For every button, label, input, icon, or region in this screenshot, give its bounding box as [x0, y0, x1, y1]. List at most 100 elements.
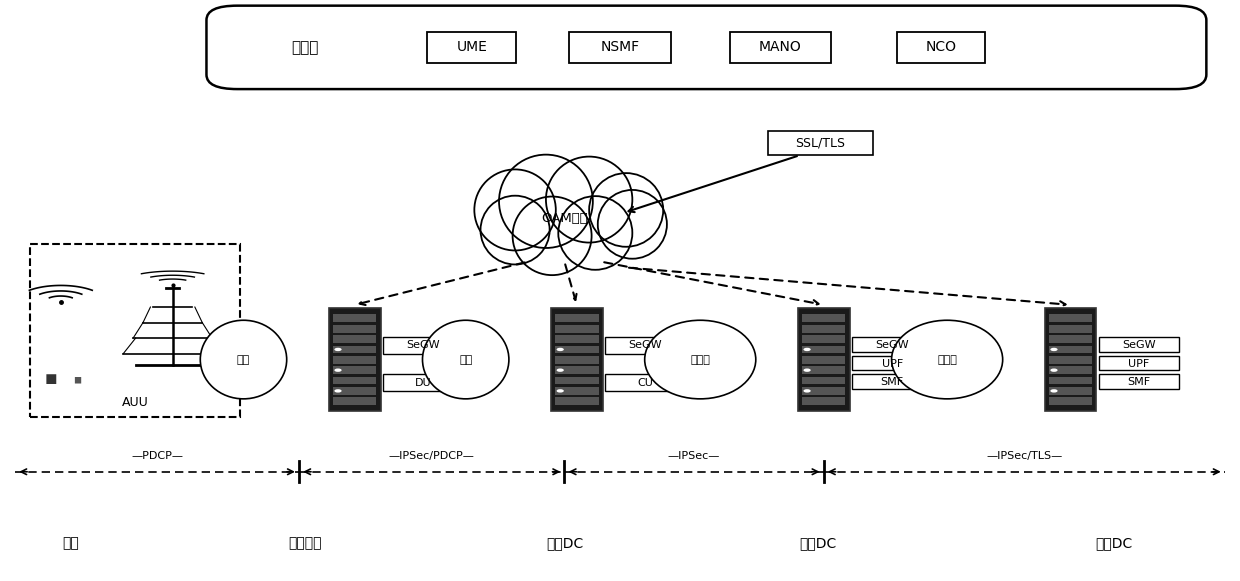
- Text: SeGW: SeGW: [875, 340, 909, 350]
- Bar: [332, 356, 377, 364]
- Text: —IPSec—: —IPSec—: [668, 451, 720, 461]
- Bar: [802, 314, 846, 322]
- Text: 中心DC: 中心DC: [1095, 537, 1132, 551]
- Text: OAM网络: OAM网络: [541, 212, 588, 225]
- Bar: [852, 337, 932, 352]
- Text: UME: UME: [456, 40, 487, 55]
- Bar: [556, 356, 599, 364]
- Text: SeGW: SeGW: [407, 340, 440, 350]
- Bar: [556, 387, 599, 394]
- Bar: [730, 31, 831, 63]
- Bar: [332, 397, 377, 405]
- Bar: [1049, 356, 1092, 364]
- Bar: [490, 204, 639, 236]
- Text: MANO: MANO: [759, 40, 802, 55]
- Ellipse shape: [498, 155, 593, 248]
- Bar: [1049, 325, 1092, 333]
- Circle shape: [1050, 348, 1058, 351]
- Text: ◼: ◼: [73, 375, 82, 385]
- Bar: [802, 366, 846, 374]
- Bar: [797, 308, 849, 411]
- Bar: [1099, 374, 1179, 389]
- Bar: [802, 387, 846, 394]
- Bar: [1049, 397, 1092, 405]
- Text: DU: DU: [415, 378, 432, 388]
- Bar: [30, 245, 239, 417]
- Circle shape: [335, 389, 342, 393]
- Text: 中传: 中传: [459, 354, 472, 364]
- Text: CU: CU: [637, 378, 653, 388]
- Bar: [1099, 337, 1179, 352]
- Ellipse shape: [892, 320, 1003, 399]
- Ellipse shape: [475, 170, 556, 250]
- Circle shape: [1050, 368, 1058, 372]
- Text: —IPSec/TLS—: —IPSec/TLS—: [986, 451, 1063, 461]
- Bar: [1099, 356, 1179, 371]
- Bar: [1049, 346, 1092, 353]
- Bar: [556, 397, 599, 405]
- Bar: [802, 397, 846, 405]
- Bar: [1049, 366, 1092, 374]
- Ellipse shape: [484, 206, 645, 237]
- Ellipse shape: [423, 320, 508, 399]
- Text: UPF: UPF: [1128, 358, 1149, 368]
- Ellipse shape: [558, 196, 632, 270]
- Bar: [605, 374, 686, 391]
- Text: 汇聚环: 汇聚环: [691, 354, 711, 364]
- Text: 当地节点: 当地节点: [289, 537, 322, 551]
- Text: SMF: SMF: [880, 377, 904, 387]
- Text: ◼: ◼: [45, 371, 57, 386]
- Bar: [1049, 314, 1092, 322]
- Text: SMF: SMF: [1127, 377, 1151, 387]
- Bar: [332, 366, 377, 374]
- Ellipse shape: [512, 196, 591, 275]
- Bar: [852, 374, 932, 389]
- Text: —PDCP—: —PDCP—: [131, 451, 184, 461]
- Bar: [332, 314, 377, 322]
- Bar: [383, 336, 464, 354]
- Bar: [802, 335, 846, 343]
- Ellipse shape: [546, 157, 632, 242]
- Bar: [605, 336, 686, 354]
- Text: 边缘DC: 边缘DC: [546, 537, 583, 551]
- Ellipse shape: [645, 320, 756, 399]
- Circle shape: [557, 348, 564, 351]
- Bar: [329, 308, 381, 411]
- Ellipse shape: [201, 320, 286, 399]
- Circle shape: [804, 368, 811, 372]
- Bar: [556, 376, 599, 385]
- Text: 区域DC: 区域DC: [799, 537, 836, 551]
- FancyBboxPatch shape: [207, 6, 1207, 89]
- Text: SSL/TLS: SSL/TLS: [796, 137, 846, 150]
- Text: SeGW: SeGW: [1122, 340, 1156, 350]
- Bar: [852, 356, 932, 371]
- Bar: [1049, 335, 1092, 343]
- Bar: [556, 346, 599, 353]
- Text: NCO: NCO: [925, 40, 956, 55]
- Bar: [1049, 376, 1092, 385]
- Text: 前传: 前传: [237, 354, 250, 364]
- Bar: [556, 325, 599, 333]
- Bar: [556, 366, 599, 374]
- Bar: [802, 376, 846, 385]
- Bar: [897, 31, 986, 63]
- Bar: [556, 335, 599, 343]
- Circle shape: [335, 368, 342, 372]
- Bar: [802, 325, 846, 333]
- Bar: [802, 346, 846, 353]
- Ellipse shape: [589, 173, 663, 247]
- Text: 核心环: 核心环: [937, 354, 957, 364]
- Circle shape: [557, 389, 564, 393]
- Circle shape: [804, 389, 811, 393]
- Bar: [569, 31, 671, 63]
- Bar: [802, 356, 846, 364]
- Bar: [1049, 387, 1092, 394]
- Bar: [551, 308, 603, 411]
- Bar: [332, 346, 377, 353]
- Bar: [1044, 308, 1096, 411]
- Bar: [428, 31, 516, 63]
- Ellipse shape: [598, 190, 667, 259]
- Text: 管理域: 管理域: [291, 40, 319, 55]
- Ellipse shape: [481, 196, 549, 264]
- Text: 无线: 无线: [62, 537, 79, 551]
